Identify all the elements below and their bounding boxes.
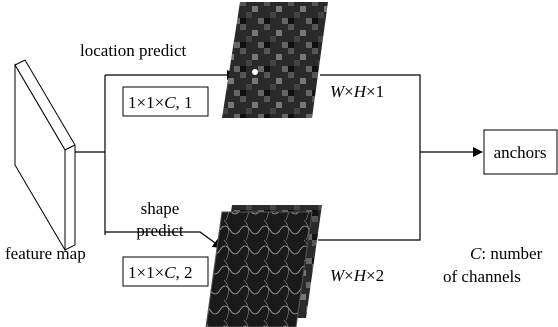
diagram: location predict 1×1×C, 1 W×H×1 anchors … xyxy=(0,0,558,327)
text-part: C xyxy=(164,263,176,282)
text-part: , 2 xyxy=(176,263,193,282)
text-part: 1×1× xyxy=(128,263,164,282)
text-part: 1×1× xyxy=(128,93,164,112)
out1-label: W×H×1 xyxy=(330,82,384,101)
text-part: C xyxy=(164,93,176,112)
text-part: × xyxy=(344,82,354,101)
conv1-label: 1×1×C, 1 xyxy=(128,93,193,112)
shape-predict-2: predict xyxy=(136,221,183,240)
note-line-2: of channels xyxy=(443,267,521,286)
note-line-1: C: number xyxy=(470,244,543,263)
location-map-image xyxy=(222,2,328,118)
text-part: : number xyxy=(481,244,542,263)
location-predict: location predict xyxy=(80,41,186,60)
feature-map-block xyxy=(15,60,75,250)
conv2-label: 1×1×C, 2 xyxy=(128,263,193,282)
highlight xyxy=(252,69,258,75)
text-part: , 1 xyxy=(176,93,193,112)
feature-map-label: feature map xyxy=(5,244,86,263)
shape-predict-1: shape xyxy=(141,199,180,218)
out2-label: W×H×2 xyxy=(330,266,384,285)
page: location predict 1×1×C, 1 W×H×1 anchors … xyxy=(0,0,558,327)
text-part: × xyxy=(344,266,354,285)
text-part: ×1 xyxy=(366,82,384,101)
text-part: C xyxy=(470,244,482,263)
anchors-label: anchors xyxy=(494,143,547,162)
text-part: ×2 xyxy=(366,266,384,285)
shape-map-image xyxy=(206,212,312,327)
